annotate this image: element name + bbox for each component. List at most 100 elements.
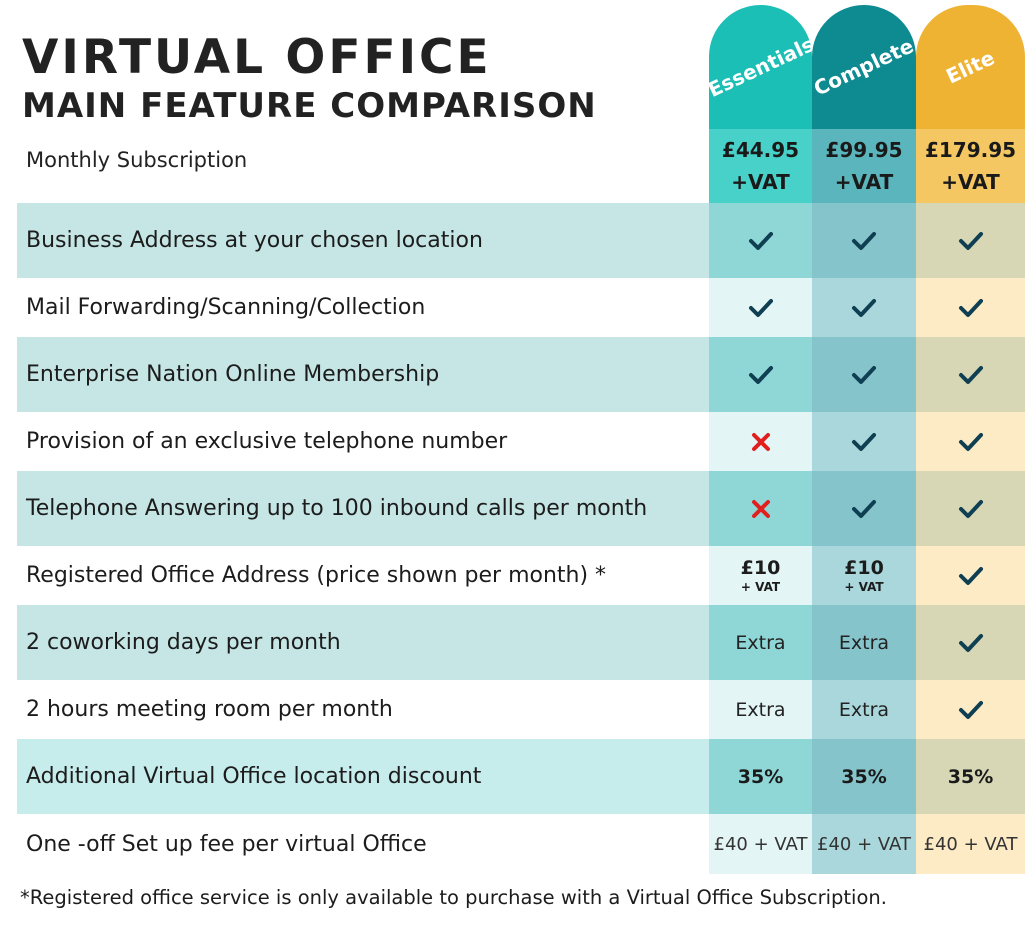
feature-value-cell: Extra (812, 680, 916, 739)
feature-value-cell: £10 + VAT (812, 546, 916, 605)
check-icon (852, 231, 876, 250)
check-icon (958, 432, 983, 451)
setup-fee-value: £40 + VAT (713, 833, 808, 855)
plan-price-amount: £179.95 (924, 138, 1017, 162)
plan-name-wrap: Essentials (709, 5, 812, 129)
plan-column-cell-bg (812, 605, 916, 680)
plan-price-amount: £99.95 (825, 138, 903, 162)
plan-column-cell-bg (709, 546, 812, 605)
feature-value-cell: £40 + VAT (709, 814, 812, 874)
plan-tab-elite: Elite (916, 5, 1025, 129)
feature-label: Mail Forwarding/Scanning/Collection (26, 295, 426, 320)
check-icon (748, 298, 773, 317)
feature-value-cell: Extra (709, 680, 812, 739)
plan-column-cell-bg (812, 680, 916, 739)
check-icon (852, 432, 876, 451)
feature-label: Additional Virtual Office location disco… (26, 764, 482, 789)
plan-price-vat: +VAT (834, 170, 894, 194)
footnote: *Registered office service is only avail… (20, 886, 887, 909)
feature-value-cell (709, 278, 812, 337)
feature-value-cell (812, 412, 916, 471)
plan-price: £99.95 +VAT (812, 129, 916, 203)
plan-name: Elite (942, 45, 999, 89)
plan-column-cell-bg (916, 546, 1025, 605)
feature-value-cell (916, 680, 1025, 739)
setup-fee-value: £40 + VAT (923, 833, 1018, 855)
setup-fee-value: £40 + VAT (817, 833, 911, 855)
feature-value-cell: Extra (709, 605, 812, 680)
feature-label: Registered Office Address (price shown p… (26, 563, 607, 588)
feature-value-cell (916, 605, 1025, 680)
feature-value-cell (916, 337, 1025, 412)
plan-column-cell-bg (709, 814, 812, 874)
feature-value-cell (812, 278, 916, 337)
feature-value-cell (709, 412, 812, 471)
extra-label: Extra (838, 698, 890, 721)
extra-label: Extra (735, 631, 786, 654)
feature-label: Provision of an exclusive telephone numb… (26, 429, 508, 454)
plan-column-cell-bg (812, 412, 916, 471)
plan-column-cell-bg (812, 278, 916, 337)
check-icon (748, 365, 773, 384)
plan-column-cell-bg (812, 337, 916, 412)
feature-label: Business Address at your chosen location (26, 228, 483, 253)
plan-price: £179.95 +VAT (916, 129, 1025, 203)
plan-column-cell-bg (916, 739, 1025, 814)
feature-value-cell: Extra (812, 605, 916, 680)
plan-column-cell-bg (812, 471, 916, 546)
discount-value: 35% (737, 765, 784, 788)
monthly-subscription-label: Monthly Subscription (26, 148, 248, 172)
extra-label: Extra (735, 698, 786, 721)
feature-value-cell (916, 546, 1025, 605)
extra-label: Extra (838, 631, 890, 654)
plan-column-cell-bg (916, 471, 1025, 546)
feature-value-cell (916, 278, 1025, 337)
check-icon (958, 298, 983, 317)
plan-price-vat: +VAT (731, 170, 790, 194)
feature-label: Enterprise Nation Online Membership (26, 362, 440, 387)
feature-value-cell: £40 + VAT (812, 814, 916, 874)
feature-label: One -off Set up fee per virtual Office (26, 831, 427, 857)
check-icon (958, 700, 983, 719)
feature-value-cell (916, 203, 1025, 278)
feature-value-cell (812, 203, 916, 278)
plan-tab-complete: Complete (812, 5, 916, 129)
plan-column-cell-bg (916, 814, 1025, 874)
feature-value-cell: £10 + VAT (709, 546, 812, 605)
page-title: VIRTUAL OFFICE (22, 30, 492, 85)
check-icon (852, 499, 876, 518)
plan-name-wrap: Complete (812, 5, 916, 129)
cross-icon (751, 499, 770, 518)
feature-value-cell: 35% (812, 739, 916, 814)
plan-column-cell-bg (812, 546, 916, 605)
check-icon (852, 298, 876, 317)
plan-column-cell-bg (709, 203, 812, 278)
check-icon (748, 231, 773, 250)
check-icon (958, 633, 983, 652)
feature-label: 2 coworking days per month (26, 630, 341, 655)
check-icon (958, 365, 983, 384)
plan-price-amount: £44.95 (721, 138, 800, 162)
feature-value-cell: £40 + VAT (916, 814, 1025, 874)
addon-price: £10 (740, 556, 781, 579)
plan-column-cell-bg (916, 278, 1025, 337)
feature-value-cell (709, 337, 812, 412)
plan-column-cell-bg (709, 605, 812, 680)
plan-column-cell-bg (916, 680, 1025, 739)
check-icon (852, 365, 876, 384)
plan-column-cell-bg (916, 412, 1025, 471)
plan-price-vat: +VAT (941, 170, 1000, 194)
plan-column-cell-bg (916, 337, 1025, 412)
feature-value-cell: 35% (709, 739, 812, 814)
addon-price-vat: + VAT (844, 579, 884, 594)
plan-price: £44.95 +VAT (709, 129, 812, 203)
plan-column-cell-bg (709, 680, 812, 739)
feature-value-cell (812, 471, 916, 546)
plan-name-wrap: Elite (916, 5, 1025, 129)
addon-price: £10 (844, 556, 884, 579)
plan-column-cell-bg (812, 203, 916, 278)
feature-value-cell (709, 471, 812, 546)
discount-value: 35% (947, 765, 994, 788)
feature-value-cell (709, 203, 812, 278)
discount-value: 35% (841, 765, 887, 788)
